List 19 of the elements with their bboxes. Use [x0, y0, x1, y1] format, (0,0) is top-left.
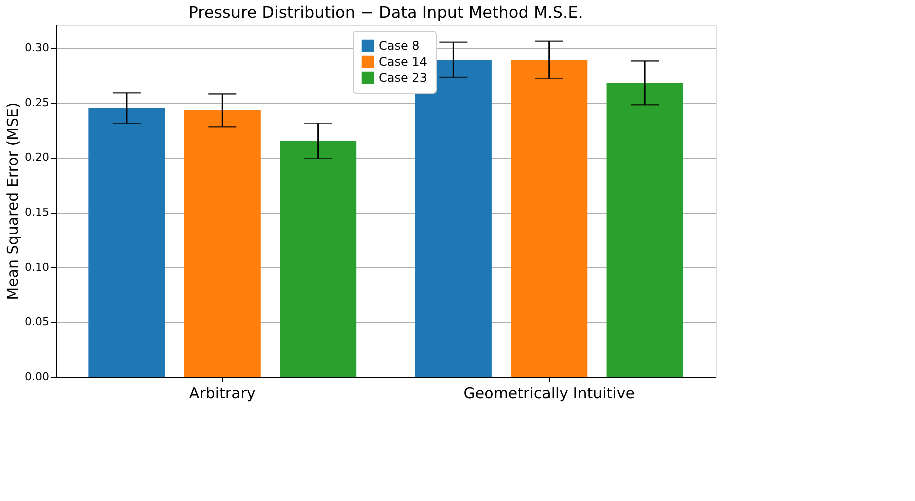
- legend-label: Case 14: [379, 55, 428, 69]
- y-axis-title: Mean Squared Error (MSE): [4, 102, 22, 300]
- bar: [280, 141, 357, 377]
- y-tick-label: 0.10: [25, 260, 50, 274]
- y-tick-label: 0.15: [25, 206, 50, 220]
- bar: [88, 108, 166, 377]
- y-tick-label: 0.00: [25, 370, 50, 384]
- bar: [184, 110, 261, 377]
- x-tick-label: Geometrically Intuitive: [464, 384, 635, 402]
- y-tick-label: 0.25: [25, 96, 50, 110]
- y-tick-label: 0.20: [25, 151, 50, 164]
- legend-label: Case 8: [379, 39, 420, 53]
- bar: [606, 83, 684, 377]
- y-tick-label: 0.05: [25, 316, 50, 329]
- legend-label: Case 23: [379, 71, 428, 85]
- x-tick-label: Arbitrary: [189, 384, 256, 402]
- bar: [511, 60, 588, 377]
- y-tick-label: 0.30: [25, 42, 50, 55]
- chart-title: Pressure Distribution − Data Input Method M.S.E.: [188, 3, 584, 22]
